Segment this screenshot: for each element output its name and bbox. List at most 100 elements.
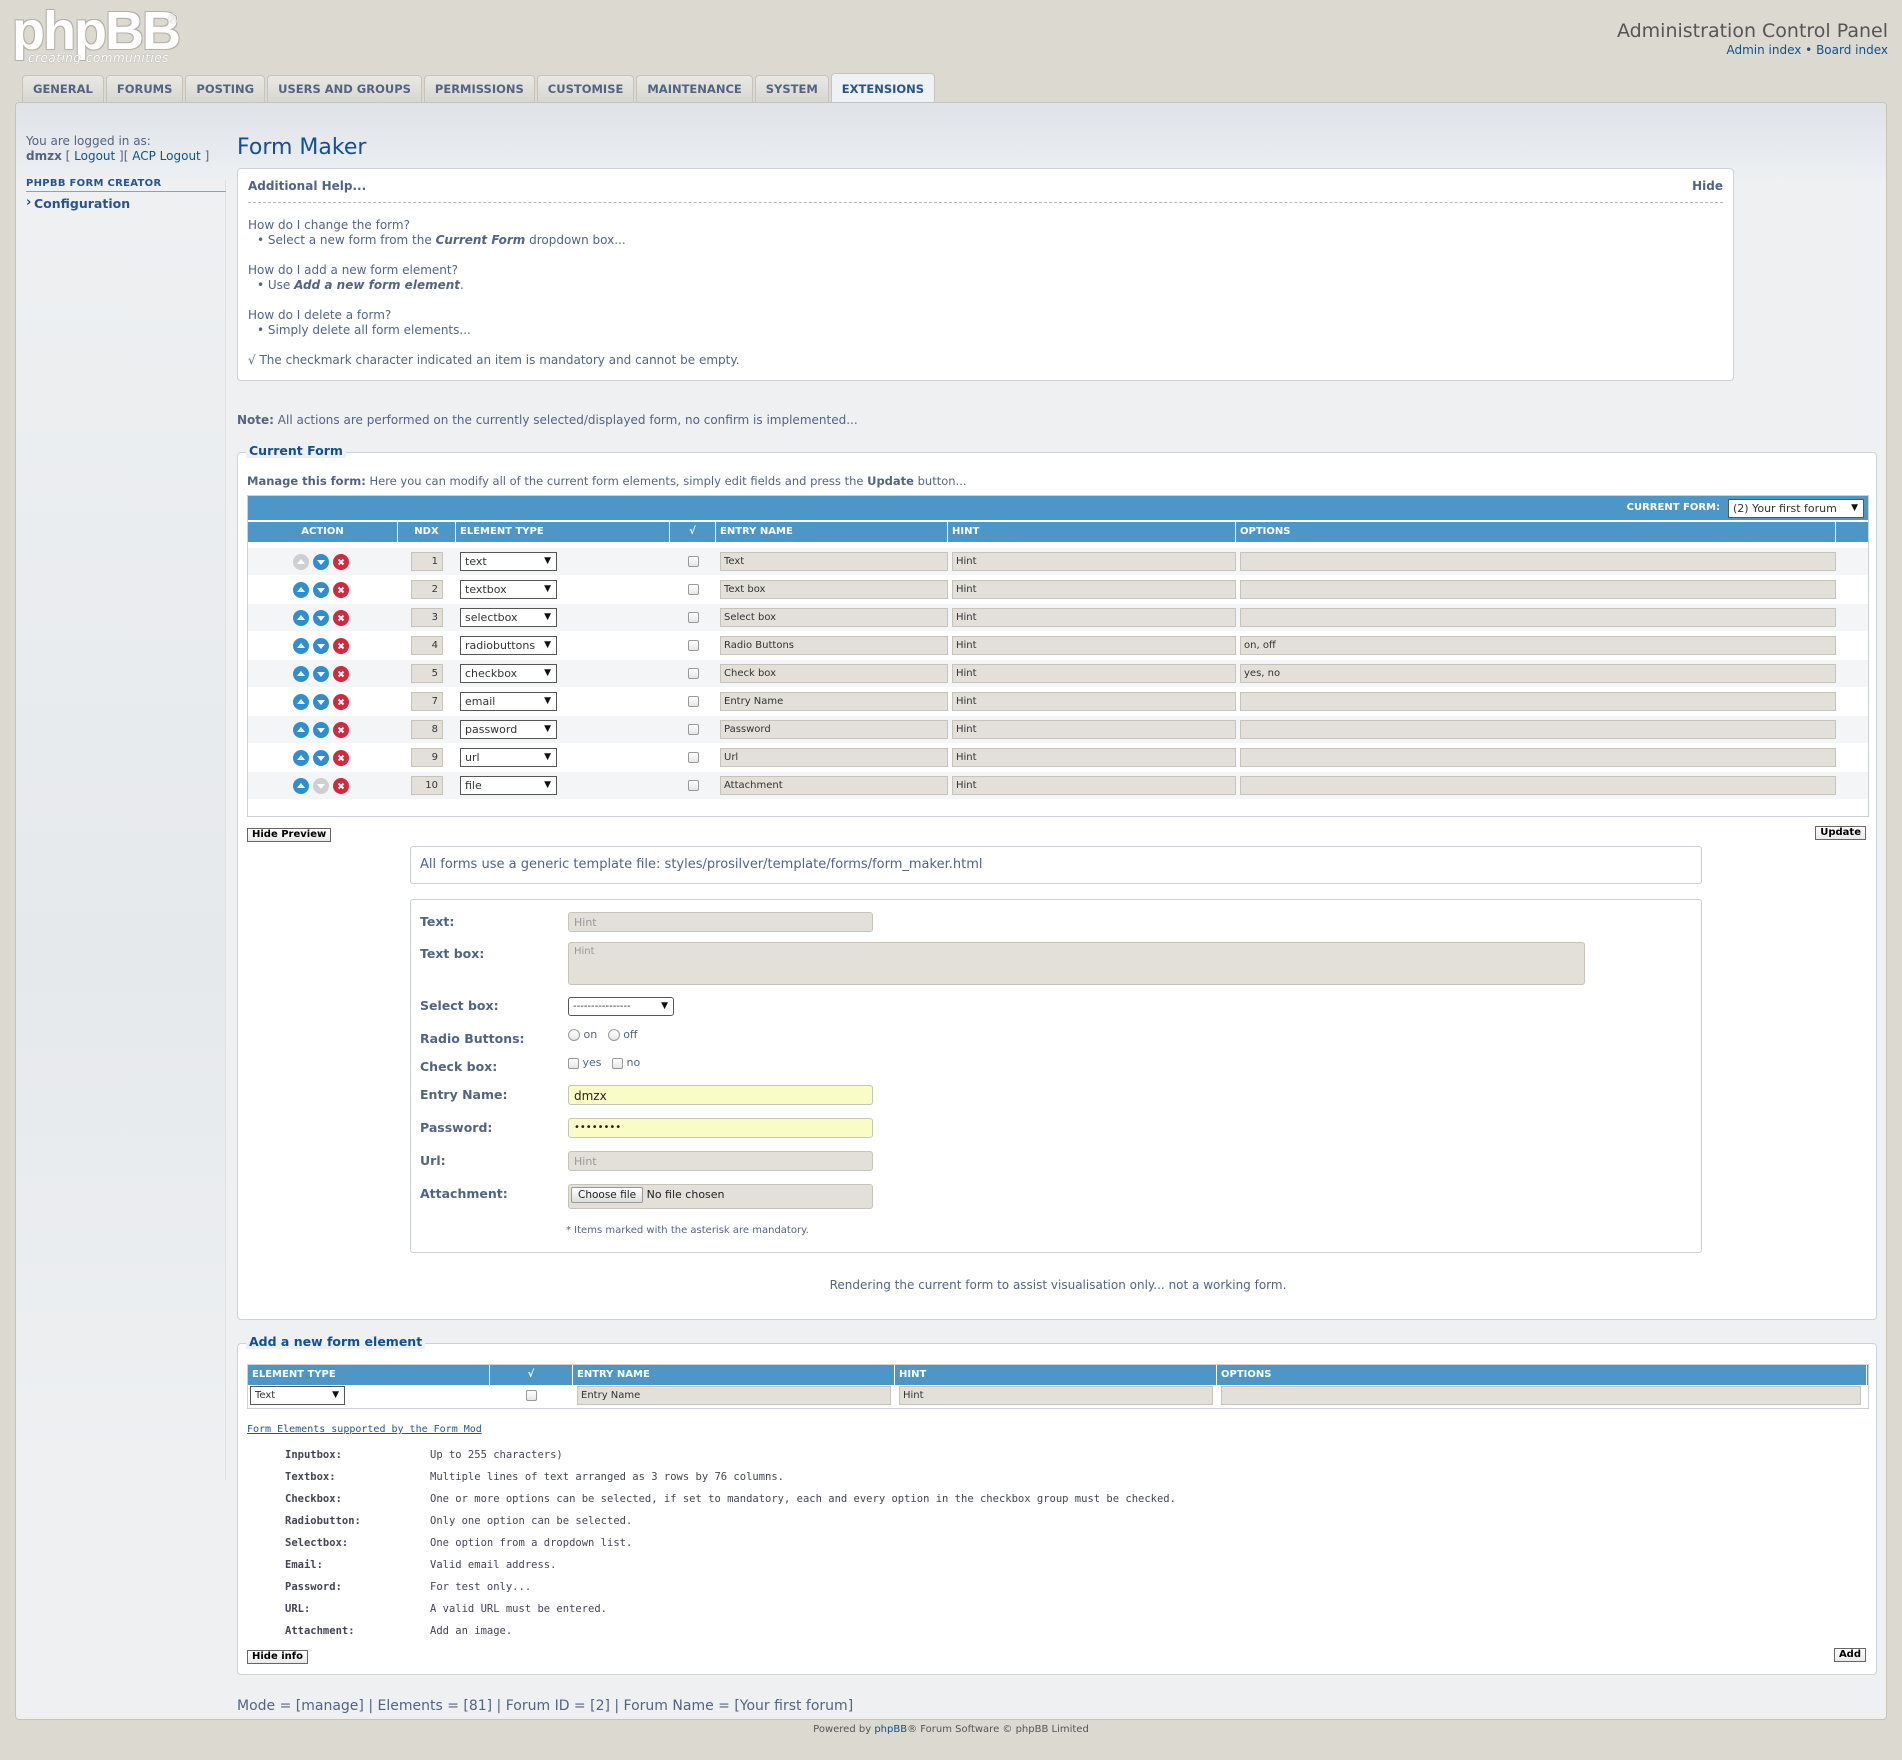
ndx-input[interactable]: 1 [411,552,443,571]
preview-password-input[interactable]: •••••••• [568,1118,873,1138]
arrow-down-icon[interactable] [313,637,329,654]
tab-maintenance[interactable]: MAINTENANCE [636,75,753,102]
delete-icon[interactable] [333,581,349,598]
update-button[interactable]: Update [1815,826,1866,840]
element-type-select[interactable]: file [460,776,557,795]
ndx-input[interactable]: 10 [411,776,443,795]
element-type-select[interactable]: checkbox [460,664,557,683]
info-heading-link[interactable]: Form Elements supported by the Form Mod [247,1424,482,1435]
tab-extensions[interactable]: EXTENSIONS [830,73,936,102]
hint-input[interactable]: Hint [952,692,1236,711]
tab-general[interactable]: GENERAL [22,75,104,102]
mandatory-checkbox[interactable] [687,696,699,707]
options-input[interactable]: on, off [1240,636,1836,655]
options-input[interactable] [1240,748,1836,767]
preview-entry-input[interactable]: dmzx [568,1085,873,1105]
options-input[interactable]: yes, no [1240,664,1836,683]
arrow-up-icon[interactable] [293,553,309,570]
preview-textbox[interactable]: Hint [568,942,1585,985]
hint-input[interactable]: Hint [952,636,1236,655]
delete-icon[interactable] [333,749,349,766]
ndx-input[interactable]: 9 [411,748,443,767]
ndx-input[interactable]: 7 [411,692,443,711]
check-yes[interactable] [568,1057,579,1069]
logout-link[interactable]: Logout [74,149,116,163]
arrow-down-icon[interactable] [313,693,329,710]
element-type-select[interactable]: radiobuttons [460,636,557,655]
entry-name-input[interactable]: Password [720,720,948,739]
mandatory-checkbox[interactable] [687,752,699,763]
arrow-up-icon[interactable] [293,581,309,598]
entry-name-input[interactable]: Text [720,552,948,571]
ndx-input[interactable]: 3 [411,608,443,627]
arrow-down-icon[interactable] [313,609,329,626]
delete-icon[interactable] [333,693,349,710]
mandatory-checkbox[interactable] [687,724,699,735]
board-index-link[interactable]: Board index [1816,43,1888,57]
add-element-type-select[interactable]: Text [250,1386,345,1405]
add-entry-name-input[interactable]: Entry Name [577,1386,891,1405]
current-form-select[interactable]: (2) Your first forum [1728,499,1864,518]
options-input[interactable] [1240,552,1836,571]
element-type-select[interactable]: textbox [460,580,557,599]
add-mandatory-checkbox[interactable] [526,1390,537,1401]
hint-input[interactable]: Hint [952,748,1236,767]
check-no[interactable] [612,1057,624,1069]
footer-phpbb-link[interactable]: phpBB [874,1724,908,1735]
ndx-input[interactable]: 5 [411,664,443,683]
element-type-select[interactable]: password [460,720,557,739]
arrow-down-icon[interactable] [313,581,329,598]
mandatory-checkbox[interactable] [687,556,699,567]
element-type-select[interactable]: url [460,748,557,767]
delete-icon[interactable] [333,609,349,626]
preview-text-input[interactable]: Hint [568,912,873,932]
arrow-down-icon[interactable] [313,777,329,794]
entry-name-input[interactable]: Entry Name [720,692,948,711]
ndx-input[interactable]: 2 [411,580,443,599]
ndx-input[interactable]: 4 [411,636,443,655]
options-input[interactable] [1240,720,1836,739]
ndx-input[interactable]: 8 [411,720,443,739]
arrow-up-icon[interactable] [293,609,309,626]
options-input[interactable] [1240,776,1836,795]
hint-input[interactable]: Hint [952,608,1236,627]
hint-input[interactable]: Hint [952,580,1236,599]
mandatory-checkbox[interactable] [687,780,699,791]
arrow-down-icon[interactable] [313,553,329,570]
tab-posting[interactable]: POSTING [185,75,266,102]
entry-name-input[interactable]: Select box [720,608,948,627]
element-type-select[interactable]: selectbox [460,608,557,627]
add-options-input[interactable] [1221,1386,1861,1405]
arrow-up-icon[interactable] [293,749,309,766]
delete-icon[interactable] [333,637,349,654]
arrow-up-icon[interactable] [293,777,309,794]
hint-input[interactable]: Hint [952,664,1236,683]
arrow-down-icon[interactable] [313,721,329,738]
hide-preview-button[interactable]: Hide Preview [247,828,332,842]
phpbb-logo[interactable]: phpBB ® creating communities [12,1,181,66]
tab-permissions[interactable]: PERMISSIONS [423,75,535,102]
preview-url-input[interactable]: Hint [568,1151,873,1171]
arrow-down-icon[interactable] [313,665,329,682]
acp-logout-link[interactable]: ACP Logout [132,149,201,163]
element-type-select[interactable]: email [460,692,557,711]
delete-icon[interactable] [333,665,349,682]
add-hint-input[interactable]: Hint [899,1386,1213,1405]
hint-input[interactable]: Hint [952,720,1236,739]
mandatory-checkbox[interactable] [687,612,699,623]
radio-off[interactable] [607,1029,620,1041]
entry-name-input[interactable]: Check box [720,664,948,683]
arrow-up-icon[interactable] [293,721,309,738]
options-input[interactable] [1240,692,1836,711]
preview-selectbox[interactable]: ---------------- [568,997,674,1016]
arrow-up-icon[interactable] [293,637,309,654]
arrow-up-icon[interactable] [293,665,309,682]
delete-icon[interactable] [333,721,349,738]
entry-name-input[interactable]: Attachment [720,776,948,795]
tab-customise[interactable]: CUSTOMISE [536,75,635,102]
admin-index-link[interactable]: Admin index [1726,43,1802,57]
mandatory-checkbox[interactable] [687,640,699,651]
tab-users-and-groups[interactable]: USERS AND GROUPS [267,75,422,102]
add-button[interactable]: Add [1833,1648,1866,1662]
help-hide-link[interactable]: Hide [1692,179,1723,193]
